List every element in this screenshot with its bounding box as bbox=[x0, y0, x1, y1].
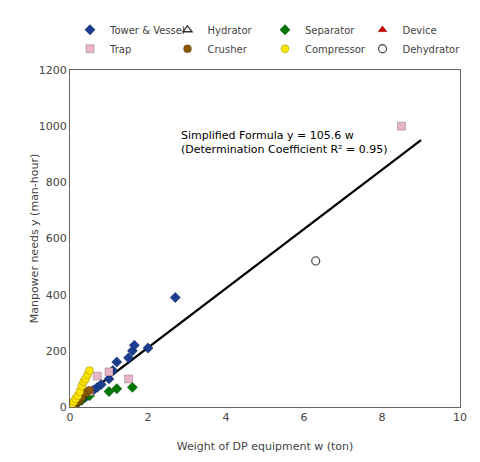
svg-text:Hydrator: Hydrator bbox=[208, 25, 253, 36]
svg-text:10: 10 bbox=[453, 411, 467, 424]
svg-text:400: 400 bbox=[46, 289, 67, 302]
svg-text:1200: 1200 bbox=[39, 64, 67, 77]
svg-text:Tower & Vessel: Tower & Vessel bbox=[109, 25, 185, 36]
svg-text:1000: 1000 bbox=[39, 120, 67, 133]
svg-text:Weight of DP equipment w (ton): Weight of DP equipment w (ton) bbox=[177, 440, 354, 453]
svg-text:Separator: Separator bbox=[305, 25, 355, 36]
svg-text:0: 0 bbox=[60, 401, 67, 414]
svg-text:6: 6 bbox=[301, 411, 308, 424]
svg-text:8: 8 bbox=[379, 411, 386, 424]
svg-text:0: 0 bbox=[67, 411, 74, 424]
svg-text:800: 800 bbox=[46, 176, 67, 189]
svg-text:Trap: Trap bbox=[109, 44, 131, 55]
svg-text:200: 200 bbox=[46, 345, 67, 358]
svg-text:600: 600 bbox=[46, 232, 67, 245]
svg-text:Device: Device bbox=[403, 25, 437, 36]
svg-text:2: 2 bbox=[145, 411, 152, 424]
svg-text:Manpower needs y (man-hour): Manpower needs y (man-hour) bbox=[28, 154, 41, 324]
svg-text:Dehydrator: Dehydrator bbox=[403, 44, 461, 55]
svg-text:Compressor: Compressor bbox=[305, 44, 366, 55]
svg-text:Simplified Formula y = 105.6 w: Simplified Formula y = 105.6 w(Determina… bbox=[181, 129, 388, 156]
svg-text:4: 4 bbox=[223, 411, 230, 424]
svg-text:Crusher: Crusher bbox=[208, 44, 248, 55]
